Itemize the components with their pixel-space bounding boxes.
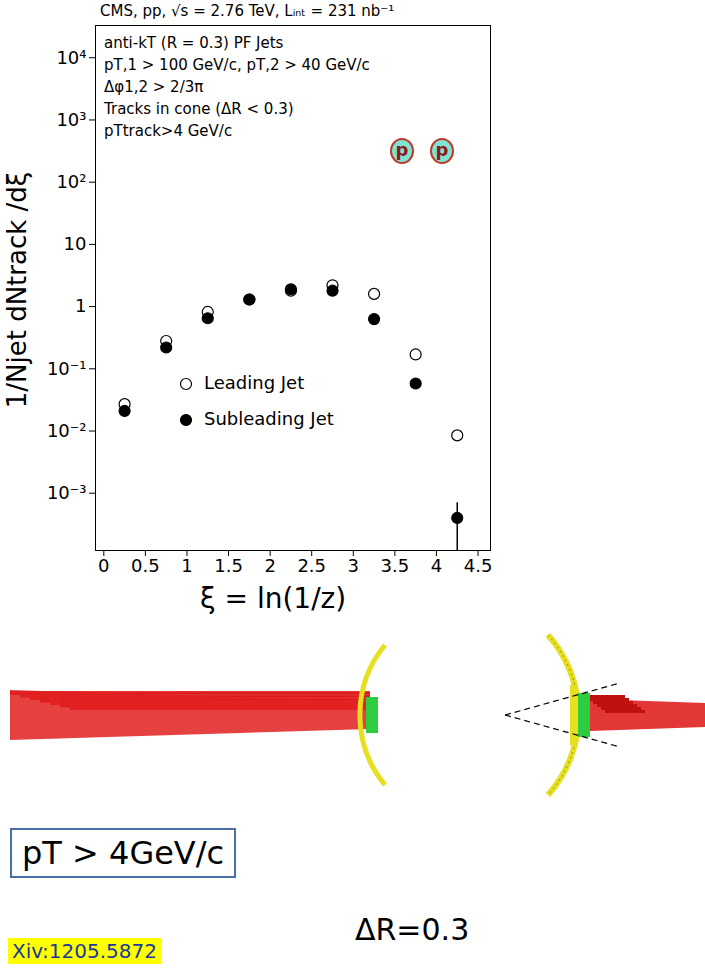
html-text:Leading Jet: Leading Jet <box>204 372 305 393</box>
html-text:Tracks in cone (ΔR < 0.3): Tracks in cone (ΔR < 0.3) <box>104 100 294 118</box>
html-text:anti-kT (R = 0.3) PF Jets: anti-kT (R = 0.3) PF Jets <box>104 34 284 52</box>
html-text:p: p <box>435 139 449 160</box>
svg-text:10³: 10³ <box>56 109 86 130</box>
html-text:ΔR=0.3: ΔR=0.3 <box>355 912 470 947</box>
html-text:Xiv:1205.5872: Xiv:1205.5872 <box>12 939 157 963</box>
html-text:pT > 4GeV/c: pT > 4GeV/c <box>22 834 225 872</box>
svg-text:0.5: 0.5 <box>131 555 160 576</box>
svg-text:2.5: 2.5 <box>297 555 326 576</box>
svg-text:3: 3 <box>348 555 359 576</box>
svg-text:10²: 10² <box>56 171 86 192</box>
svg-text:10⁴: 10⁴ <box>56 47 86 68</box>
svg-text:1: 1 <box>181 555 192 576</box>
svg-text:4: 4 <box>431 555 442 576</box>
html-text:ξ = ln(1/z): ξ = ln(1/z) <box>200 582 347 615</box>
svg-text:4.5: 4.5 <box>464 555 493 576</box>
svg-text:10⁻²: 10⁻² <box>47 420 87 441</box>
svg-text:3.5: 3.5 <box>381 555 410 576</box>
svg-text:10: 10 <box>64 233 87 254</box>
svg-text:1: 1 <box>75 295 86 316</box>
html-text:pTtrack>4 GeV/c: pTtrack>4 GeV/c <box>104 122 233 140</box>
svg-text:10⁻¹: 10⁻¹ <box>47 358 87 379</box>
html-text:pT,1 > 100 GeV/c, pT,2 > 40 Ge: pT,1 > 100 GeV/c, pT,2 > 40 GeV/c <box>104 56 370 74</box>
html-text:Δφ1,2 > 2/3π: Δφ1,2 > 2/3π <box>104 78 204 96</box>
html-text:CMS, pp, √s = 2.76 TeV, Lᵢₙₜ =: CMS, pp, √s = 2.76 TeV, Lᵢₙₜ = 231 nb⁻¹ <box>100 2 395 20</box>
html-text:Subleading Jet: Subleading Jet <box>204 408 334 429</box>
svg-text:2: 2 <box>264 555 275 576</box>
svg-text:0: 0 <box>98 555 109 576</box>
svg-text:10⁻³: 10⁻³ <box>47 482 87 503</box>
html-text:p: p <box>395 139 409 160</box>
svg-text:1.5: 1.5 <box>214 555 243 576</box>
html-text:1/Njet dNtrack /dξ: 1/Njet dNtrack /dξ <box>2 171 32 409</box>
